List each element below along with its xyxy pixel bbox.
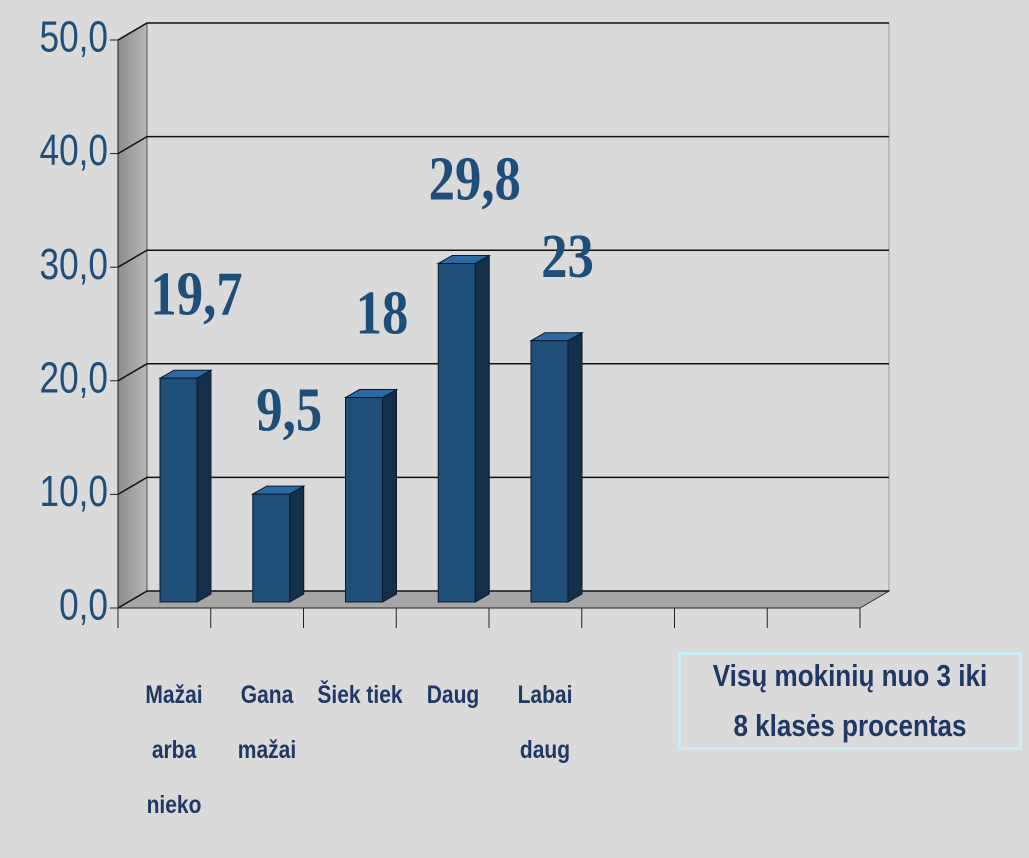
- grid-line: [117, 249, 889, 268]
- legend: Visų mokinių nuo 3 iki 8 klasės procenta…: [678, 652, 1022, 750]
- bar: [252, 493, 291, 603]
- bar: [345, 397, 383, 603]
- legend-entry: Visų mokinių nuo 3 iki 8 klasės procenta…: [712, 658, 988, 743]
- bar-side: [289, 485, 305, 603]
- y-tick-label: 40,0: [40, 127, 108, 176]
- data-label: 18: [356, 280, 409, 348]
- floor: [116, 590, 891, 609]
- x-tick-label: Šiek tiek: [317, 681, 403, 709]
- y-tick-label: 10,0: [40, 467, 108, 516]
- data-label: 23: [541, 223, 594, 291]
- y-tick-label: 20,0: [40, 354, 108, 403]
- bar: [530, 340, 569, 603]
- bar-side: [567, 331, 583, 603]
- grid-line: [117, 476, 889, 496]
- x-tick-label: Labai daug: [517, 681, 573, 764]
- grid-line: [117, 363, 889, 382]
- data-label: 29,8: [429, 146, 521, 214]
- y-tick-label: 50,0: [40, 13, 108, 62]
- data-label: 19,7: [150, 261, 242, 329]
- grid-line: [117, 22, 889, 41]
- grid-line: [117, 135, 889, 155]
- bar: [437, 262, 476, 603]
- grid-line: [117, 590, 889, 609]
- y-tick-label: 30,0: [40, 240, 108, 289]
- bar: [159, 377, 198, 603]
- x-tick-label: Mažai arba nieko: [145, 681, 203, 819]
- y-tick-label: 0,0: [59, 581, 108, 630]
- data-label: 9,5: [256, 376, 322, 444]
- bar-side: [382, 388, 397, 603]
- bar-side: [196, 369, 212, 603]
- bar-side: [474, 254, 490, 603]
- side-wall: [117, 22, 148, 609]
- x-tick-label: Gana mažai: [237, 681, 297, 764]
- x-tick-label: Daug: [426, 681, 479, 709]
